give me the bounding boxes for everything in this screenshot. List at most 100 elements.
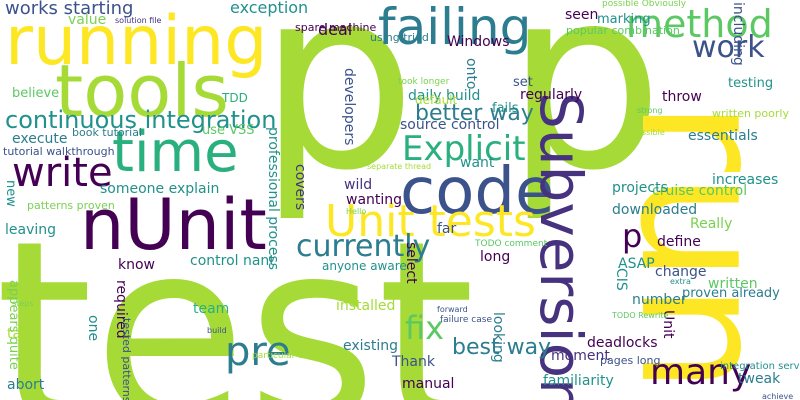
word-tutorial-walkthrough: tutorial walkthrough bbox=[3, 145, 115, 158]
word-steps: steps bbox=[12, 299, 34, 308]
word-tools: tools bbox=[55, 49, 229, 133]
word-took-longer: took longer bbox=[398, 77, 450, 87]
word-source-control: source control bbox=[400, 117, 500, 133]
word-professional-process: professional process bbox=[265, 127, 281, 271]
word-book-tutorial: book tutorial bbox=[72, 126, 143, 139]
word-change: change bbox=[655, 264, 707, 280]
word-one: one bbox=[85, 315, 101, 342]
word-forward: forward bbox=[437, 305, 468, 314]
word-unit-tests: Unit tests bbox=[325, 196, 536, 247]
word-anyone-aware: anyone aware bbox=[322, 259, 407, 273]
word-default: default bbox=[415, 93, 458, 107]
word-todo-comment: TODO comment bbox=[475, 239, 548, 249]
word-appears-quite: appears quite bbox=[6, 280, 21, 370]
word-work: work bbox=[692, 30, 765, 65]
word-explicit: Explicit bbox=[402, 129, 526, 169]
word-far: far bbox=[437, 221, 457, 237]
word-deal: deal bbox=[318, 20, 353, 39]
word-many: many bbox=[650, 352, 752, 393]
word-throw: throw bbox=[662, 89, 702, 105]
word-abort: abort bbox=[7, 377, 45, 393]
word-fix: fix bbox=[405, 309, 445, 347]
word-patterns-proven: patterns proven bbox=[27, 199, 115, 212]
word-know: know bbox=[118, 257, 155, 273]
word-define: define bbox=[657, 234, 701, 250]
word-take: take bbox=[7, 326, 38, 342]
word-wild: wild bbox=[344, 177, 373, 193]
word-running: running bbox=[5, 2, 268, 81]
word-manual: manual bbox=[402, 376, 455, 392]
word-cruise-control: cruise control bbox=[652, 183, 748, 199]
word-p: p bbox=[622, 217, 643, 255]
word-daily-build: daily build bbox=[408, 88, 481, 104]
word-exception: exception bbox=[230, 0, 309, 17]
word-downloaded: downloaded bbox=[612, 202, 698, 218]
word-covers: covers bbox=[292, 164, 308, 211]
word-nunit: nUnit bbox=[80, 184, 267, 266]
word-marking: marking bbox=[597, 12, 651, 27]
word-written-poorly: written poorly bbox=[712, 107, 789, 120]
word-todo-rewrite: TODO Rewrite bbox=[612, 311, 669, 320]
word-time: time bbox=[112, 120, 239, 185]
word-achieve: achieve bbox=[762, 392, 794, 400]
word-separate-thread: separate thread bbox=[367, 162, 432, 171]
word-deadlocks: deadlocks bbox=[587, 335, 658, 351]
word-strong: strong bbox=[637, 106, 663, 115]
word-projects: projects bbox=[612, 180, 668, 196]
word-possible: possible bbox=[632, 128, 665, 137]
word-long: long bbox=[480, 249, 511, 265]
word-regularly: regularly bbox=[520, 87, 583, 103]
word-possible-obviously: possible Obviously bbox=[602, 0, 687, 9]
word-value: value bbox=[68, 12, 107, 28]
word-really: Really bbox=[690, 216, 733, 232]
word-popular-combination: popular combination bbox=[566, 24, 680, 37]
word-code: code bbox=[400, 155, 555, 229]
word-wanting: wanting bbox=[346, 192, 403, 208]
word-tweak: tweak bbox=[738, 371, 781, 387]
word-tested-patterns: tested patterns bbox=[120, 318, 133, 400]
word-currently: currently bbox=[296, 229, 431, 264]
word-method: method bbox=[626, 2, 773, 46]
word-p: p bbox=[258, 0, 417, 225]
word-test: test bbox=[0, 187, 476, 400]
word-solution-file: solution file bbox=[115, 16, 162, 25]
word-write: write bbox=[12, 150, 113, 196]
word-seen: seen bbox=[565, 7, 599, 23]
word-thank: Thank bbox=[392, 354, 435, 370]
word-new: new bbox=[3, 180, 18, 207]
word-failure-case: failure case bbox=[440, 315, 492, 325]
word-integration-server: integration server bbox=[720, 361, 800, 372]
word-better-way: better way bbox=[415, 101, 534, 126]
word-number: number bbox=[632, 292, 687, 308]
word-particular-combination: particular combination bbox=[252, 351, 355, 361]
word-control-nant: control nant bbox=[190, 253, 275, 269]
word-pre: pre bbox=[225, 329, 291, 375]
word-essentials: essentials bbox=[688, 128, 758, 144]
word-windows: Windows bbox=[447, 34, 510, 50]
word-p: p bbox=[505, 0, 664, 225]
word-using-tried: using tried bbox=[370, 31, 429, 44]
word-moment: moment bbox=[551, 348, 610, 364]
word-team: team bbox=[193, 301, 230, 317]
word-use-vss: use VSS bbox=[202, 123, 255, 138]
word-existing: existing bbox=[343, 338, 398, 354]
word-best-way: best way bbox=[452, 335, 552, 360]
word-fails: fails bbox=[492, 101, 519, 116]
word-familiarity: familiarity bbox=[543, 373, 614, 389]
word-cis: CIS bbox=[613, 268, 629, 291]
word-failing: failing bbox=[378, 0, 532, 56]
word-increases: increases bbox=[712, 172, 779, 188]
word-onto: onto bbox=[463, 58, 479, 90]
word-proven-already: proven already bbox=[682, 286, 780, 301]
word-set: set bbox=[513, 75, 533, 90]
word-continuous-integration: continuous integration bbox=[5, 106, 277, 134]
word-asap: ASAP bbox=[618, 256, 655, 272]
word-hello: Hello bbox=[346, 207, 367, 216]
word-believe: believe bbox=[12, 86, 60, 101]
word-someone-explain: someone explain bbox=[100, 181, 220, 197]
word-spare-machine: spare machine bbox=[295, 21, 377, 34]
word-leaving: leaving bbox=[5, 222, 57, 238]
word-looking: looking bbox=[490, 312, 506, 363]
word-tdd: TDD bbox=[222, 91, 248, 105]
